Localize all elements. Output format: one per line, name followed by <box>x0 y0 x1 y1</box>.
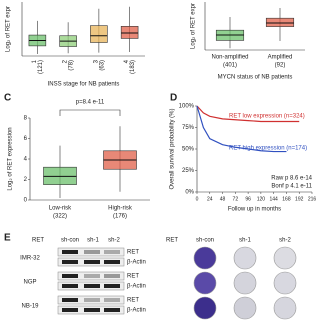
x-tick-label: 168 <box>282 196 291 202</box>
x-tick-count: (121) <box>38 60 44 74</box>
bracket <box>59 109 121 116</box>
x-tick-label: 216 <box>308 196 317 202</box>
annotation: Bonf p 4.1 e-11 <box>271 184 312 190</box>
survival-curve <box>196 105 287 153</box>
x-tick-label: 3 <box>93 59 99 63</box>
y-axis-label: Log₂ of RET expression <box>8 127 14 190</box>
colony-header: RET <box>166 238 178 244</box>
band-label: β-Actin <box>127 260 146 266</box>
band-label: RET <box>127 250 139 256</box>
blot-header: RET <box>32 238 44 244</box>
x-tick-label: 4 <box>124 59 130 63</box>
x-tick-label: 1 <box>32 59 38 63</box>
colony-header: sh-con <box>196 238 214 244</box>
p-value: p=8.4 e-11 <box>76 100 105 106</box>
x-tick-label: 2 <box>63 59 69 63</box>
y-tick-label: 6 <box>24 136 28 142</box>
bands <box>62 250 120 312</box>
blot-header: sh-1 <box>87 238 99 244</box>
legend-entry: RET low expression (n=324) <box>229 114 305 120</box>
y-axis-label: Log₂ of RET expr <box>6 6 12 52</box>
panel-label: E <box>4 233 11 244</box>
cell-line: IMR-32 <box>20 256 40 262</box>
x-tick-label: 96 <box>245 196 251 202</box>
x-tick-label: 24 <box>207 196 213 202</box>
colony-header: sh-1 <box>239 238 251 244</box>
box <box>265 17 295 27</box>
y-tick-label: 75% <box>182 125 195 131</box>
box <box>120 25 139 39</box>
x-tick-label: Non-amplified <box>211 55 248 61</box>
y-tick-label: 8 <box>24 116 28 122</box>
y-tick-label: 50% <box>182 147 195 153</box>
x-tick-label: High-risk <box>108 206 133 212</box>
x-tick-label: 144 <box>269 196 278 202</box>
x-axis-label: INSS stage for NB patients <box>48 82 120 88</box>
colony-wells <box>193 246 297 320</box>
x-tick-count: (322) <box>53 214 67 220</box>
y-axis-label: Overall survival probability (%) <box>170 108 176 189</box>
x-tick-label: Low-risk <box>49 206 72 212</box>
x-axis-label: Follow up in months <box>228 207 281 213</box>
y-tick-label: 2 <box>24 177 28 183</box>
survival-curve <box>196 105 300 123</box>
colony-header: sh-2 <box>279 238 291 244</box>
box <box>90 25 108 43</box>
y-axis-label: Log₂ of RET expr <box>191 3 197 49</box>
x-tick-count: (176) <box>113 214 127 220</box>
y-tick-label: 0 <box>24 198 28 204</box>
x-tick-label: 192 <box>295 196 304 202</box>
y-tick-label: 4 <box>24 157 28 163</box>
x-tick-label: Amplified <box>268 55 293 61</box>
x-tick-count: (183) <box>130 60 136 74</box>
band-label: RET <box>127 298 139 304</box>
blots <box>57 247 125 315</box>
panel-label: D <box>170 93 177 104</box>
x-tick-count: (78) <box>69 60 75 71</box>
x-tick-label: 0 <box>196 196 199 202</box>
band-label: β-Actin <box>127 308 146 314</box>
annotation: Raw p 8.6 e-14 <box>271 176 312 182</box>
legend-entry: RET high expression (n=174) <box>229 146 307 152</box>
x-tick-count: (92) <box>275 63 286 69</box>
blot-header: sh-2 <box>108 238 120 244</box>
blot-header: sh-con <box>61 238 79 244</box>
band-label: RET <box>127 274 139 280</box>
box <box>43 166 77 185</box>
cell-line: NB-19 <box>21 304 39 310</box>
band-label: β-Actin <box>127 284 146 290</box>
x-tick-count: (401) <box>223 63 237 69</box>
x-axis-label: MYCN status of NB patients <box>218 75 293 81</box>
x-tick-count: (63) <box>99 60 105 71</box>
x-tick-label: 120 <box>257 196 266 202</box>
panel-label: C <box>4 93 11 104</box>
panel-e: E RET sh-con sh-1 sh-2 IMR-32 NGP NB-19 … <box>4 233 297 320</box>
x-tick-label: 48 <box>220 196 226 202</box>
y-tick-label: 100% <box>179 104 195 110</box>
cell-line: NGP <box>23 280 36 286</box>
y-tick-label: 0% <box>185 190 194 196</box>
y-tick-label: 25% <box>182 168 195 174</box>
x-tick-label: 72 <box>233 196 239 202</box>
